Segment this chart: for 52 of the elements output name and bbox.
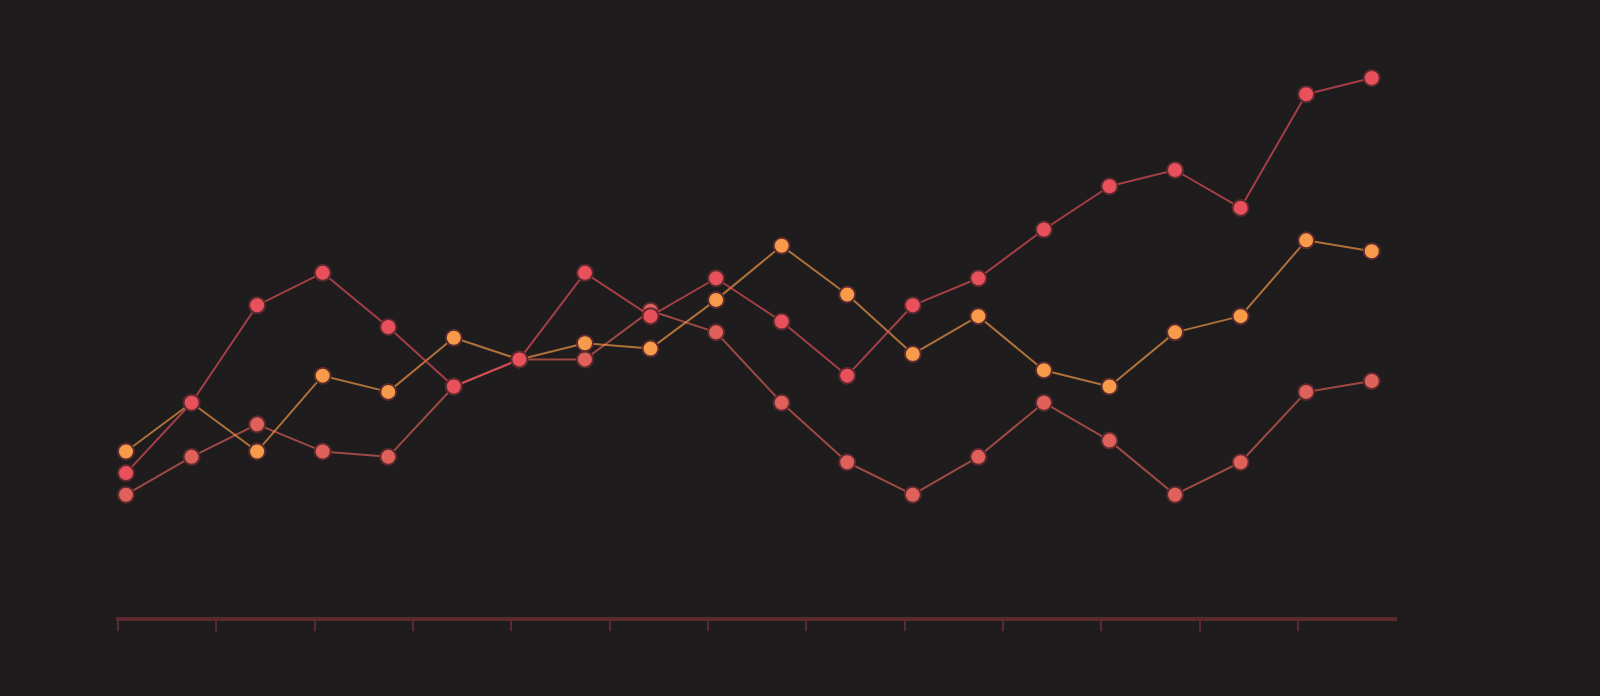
point <box>1034 393 1053 412</box>
point <box>182 447 201 466</box>
point <box>903 296 922 315</box>
point <box>903 485 922 504</box>
point <box>575 350 594 369</box>
point <box>1362 242 1381 261</box>
point <box>969 447 988 466</box>
point <box>641 307 660 326</box>
point <box>1362 69 1381 87</box>
point <box>379 317 398 336</box>
point <box>444 328 463 347</box>
point <box>772 312 791 331</box>
point <box>248 442 267 461</box>
point <box>903 345 922 364</box>
point <box>1297 231 1316 250</box>
point <box>248 296 267 315</box>
point <box>117 485 135 504</box>
point <box>1297 382 1316 401</box>
point <box>313 366 332 385</box>
point <box>313 263 332 282</box>
point <box>1100 377 1119 396</box>
point <box>707 290 726 309</box>
point <box>117 442 135 461</box>
point <box>575 334 594 353</box>
point <box>969 269 988 288</box>
point <box>969 307 988 326</box>
point <box>1166 161 1185 179</box>
point <box>838 285 857 304</box>
point <box>248 415 267 434</box>
point <box>1166 323 1185 342</box>
point <box>379 382 398 401</box>
point <box>1297 85 1316 104</box>
point <box>707 323 726 342</box>
point <box>1034 361 1053 380</box>
point <box>117 464 135 483</box>
point <box>772 236 791 255</box>
point <box>641 339 660 358</box>
point <box>1034 220 1053 239</box>
point <box>838 453 857 472</box>
point <box>1231 307 1250 326</box>
point <box>1166 485 1185 504</box>
point <box>313 442 332 461</box>
point <box>1100 431 1119 450</box>
point <box>1362 372 1381 391</box>
point <box>707 269 726 288</box>
point <box>1231 453 1250 472</box>
point <box>772 393 791 412</box>
point <box>838 366 857 385</box>
point <box>575 263 594 282</box>
point <box>379 447 398 466</box>
point <box>1231 198 1250 217</box>
point <box>1100 177 1119 196</box>
